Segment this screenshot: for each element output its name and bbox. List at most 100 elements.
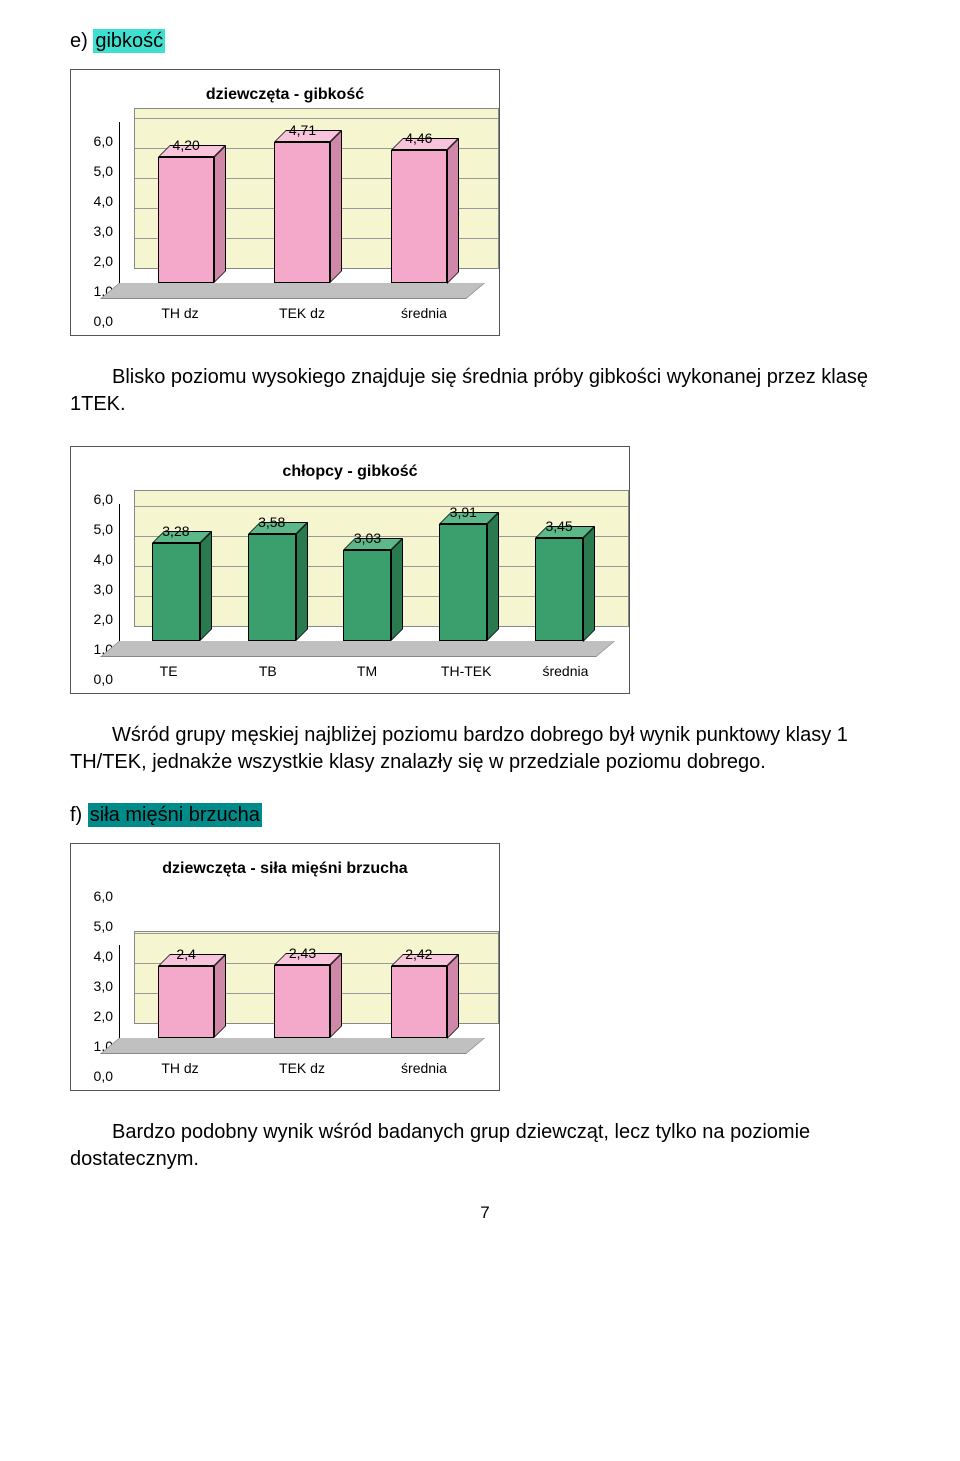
y-tick-label: 0,0 xyxy=(85,664,113,694)
bar-side-face xyxy=(200,531,212,641)
plot-wrap: 4,20 4,71 4,46 xyxy=(119,122,485,321)
chart-bar xyxy=(439,524,487,641)
section-e-prefix: e) xyxy=(70,30,93,52)
bar-slot: 2,4 xyxy=(128,946,244,1038)
chart-girls-sila: dziewczęta - siła mięśni brzucha 0,01,02… xyxy=(70,843,500,1091)
bar-value-label: 3,91 xyxy=(450,504,477,520)
chart-body: 0,01,02,03,04,05,06,0 3,28 3,58 xyxy=(85,499,615,679)
plot-floor xyxy=(100,1038,485,1054)
chart-title: dziewczęta - siła mięśni brzucha xyxy=(85,860,485,878)
bar-side-face xyxy=(296,522,308,641)
bar-value-label: 2,42 xyxy=(405,946,432,962)
y-tick-label: 2,0 xyxy=(85,1001,113,1031)
x-axis-labels: TH dzTEK dzśrednia xyxy=(119,305,485,321)
bar-front-face xyxy=(439,524,487,641)
y-tick-label: 3,0 xyxy=(85,971,113,1001)
page-number: 7 xyxy=(70,1203,900,1223)
y-tick-label: 0,0 xyxy=(85,306,113,336)
y-tick-label: 6,0 xyxy=(85,484,113,514)
bar-slot: 4,71 xyxy=(244,122,360,283)
x-tick-label: średnia xyxy=(363,305,485,321)
chart-body: 0,01,02,03,04,05,06,0 4,20 4,71 xyxy=(85,122,485,321)
bar-value-label: 3,28 xyxy=(162,523,189,539)
chart-boys-gibkosc: chłopcy - gibkość 0,01,02,03,04,05,06,0 … xyxy=(70,446,630,694)
plot-area: 4,20 4,71 4,46 xyxy=(119,122,485,283)
chart-bar xyxy=(248,534,296,641)
bar-front-face xyxy=(274,142,330,283)
paragraph-3: Bardzo podobny wynik wśród badanych grup… xyxy=(70,1119,900,1173)
section-f-highlight: siła mięśni brzucha xyxy=(88,803,262,827)
plot-wrap: 2,4 2,43 2,42 xyxy=(119,945,485,1076)
x-tick-label: TH dz xyxy=(119,1060,241,1076)
bar-slot: 2,43 xyxy=(244,945,360,1038)
bar-front-face xyxy=(391,966,447,1039)
chart-bar xyxy=(343,550,391,641)
y-tick-label: 6,0 xyxy=(85,126,113,156)
paragraph-2: Wśród grupy męskiej najbliżej poziomu ba… xyxy=(70,722,900,776)
bar-front-face xyxy=(535,538,583,642)
x-tick-label: TE xyxy=(119,663,218,679)
section-e-highlight: gibkość xyxy=(93,29,165,53)
y-tick-label: 5,0 xyxy=(85,911,113,941)
bar-front-face xyxy=(158,966,214,1038)
bar-value-label: 4,46 xyxy=(405,130,432,146)
bar-front-face xyxy=(248,534,296,641)
plot-wrap: 3,28 3,58 3,03 xyxy=(119,504,615,679)
bar-value-label: 2,4 xyxy=(176,946,195,962)
chart-bar xyxy=(391,966,447,1039)
plot-area: 2,4 2,43 2,42 xyxy=(119,945,485,1038)
x-tick-label: TM xyxy=(317,663,416,679)
chart-bar xyxy=(158,157,214,283)
plot-floor xyxy=(100,283,485,299)
bar-front-face xyxy=(158,157,214,283)
chart-body: 0,01,02,03,04,05,06,0 2,4 2,43 xyxy=(85,896,485,1076)
y-tick-label: 4,0 xyxy=(85,941,113,971)
section-f-prefix: f) xyxy=(70,804,88,826)
chart-bar xyxy=(152,543,200,641)
paragraph-1: Blisko poziomu wysokiego znajduje się śr… xyxy=(70,364,900,418)
bar-slot: 2,42 xyxy=(361,946,477,1039)
plot-area: 3,28 3,58 3,03 xyxy=(119,504,615,641)
bar-side-face xyxy=(214,954,226,1038)
section-e-heading: e) gibkość xyxy=(70,30,900,53)
y-tick-label: 5,0 xyxy=(85,514,113,544)
bar-side-face xyxy=(583,526,595,642)
x-axis-labels: TH dzTEK dzśrednia xyxy=(119,1060,485,1076)
chart-bar xyxy=(158,966,214,1038)
bar-slot: 3,03 xyxy=(320,530,416,641)
x-tick-label: średnia xyxy=(363,1060,485,1076)
x-axis-labels: TETBTMTH-TEKśrednia xyxy=(119,663,615,679)
bar-front-face xyxy=(274,965,330,1038)
bar-side-face xyxy=(487,512,499,641)
section-f-heading: f) siła mięśni brzucha xyxy=(70,804,900,827)
bar-side-face xyxy=(214,145,226,283)
x-tick-label: TEK dz xyxy=(241,305,363,321)
y-tick-label: 2,0 xyxy=(85,604,113,634)
bar-side-face xyxy=(447,954,459,1039)
document-page: e) gibkość dziewczęta - gibkość 0,01,02,… xyxy=(0,0,960,1243)
y-tick-label: 6,0 xyxy=(85,881,113,911)
bar-slot: 3,58 xyxy=(224,514,320,641)
bar-slot: 3,28 xyxy=(128,523,224,641)
bar-front-face xyxy=(343,550,391,641)
bar-value-label: 4,20 xyxy=(173,137,200,153)
x-tick-label: TEK dz xyxy=(241,1060,363,1076)
x-tick-label: TH dz xyxy=(119,305,241,321)
y-tick-label: 4,0 xyxy=(85,186,113,216)
bar-slot: 4,46 xyxy=(361,130,477,284)
bar-front-face xyxy=(152,543,200,641)
y-tick-label: 3,0 xyxy=(85,574,113,604)
bar-side-face xyxy=(330,130,342,283)
chart-title: dziewczęta - gibkość xyxy=(85,86,485,104)
bar-slot: 3,91 xyxy=(415,504,511,641)
bar-side-face xyxy=(330,953,342,1038)
y-tick-label: 5,0 xyxy=(85,156,113,186)
chart-bar xyxy=(391,150,447,284)
y-tick-label: 0,0 xyxy=(85,1061,113,1091)
bar-side-face xyxy=(391,538,403,641)
chart-bar xyxy=(535,538,583,642)
bar-value-label: 3,58 xyxy=(258,514,285,530)
plot-floor xyxy=(100,641,615,657)
y-tick-label: 3,0 xyxy=(85,216,113,246)
x-tick-label: TB xyxy=(218,663,317,679)
